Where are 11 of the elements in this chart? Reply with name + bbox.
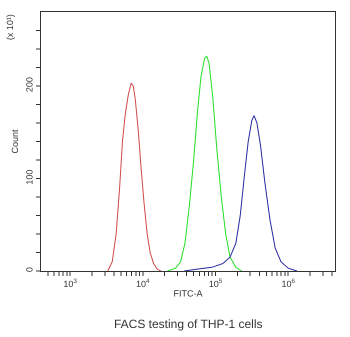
x-tick-label: 10$^{3}$ xyxy=(63,278,78,289)
x-tick-label: 10$^{4}$ xyxy=(136,278,150,289)
y-tick-label: 0 xyxy=(24,267,34,272)
text: (x 10¹) xyxy=(5,14,16,40)
x-axis-title: FITC-A xyxy=(174,288,202,299)
text: FACS testing of THP-1 cells xyxy=(114,317,262,331)
y-tick-label: 200 xyxy=(24,77,34,92)
y-tick-label: 100 xyxy=(24,170,34,185)
y-axis-title: Count xyxy=(10,129,20,154)
x-tick-label: 10$^{5}$ xyxy=(208,278,223,289)
x-tick-label: 10$^{6}$ xyxy=(281,278,296,289)
